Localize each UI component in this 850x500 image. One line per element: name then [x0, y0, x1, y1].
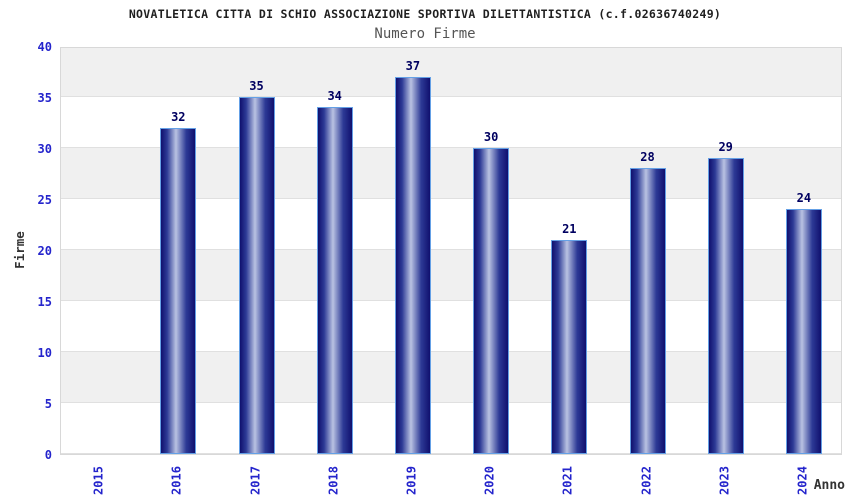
y-tick-15: 15 [37, 295, 52, 309]
bar-2020 [473, 148, 510, 454]
x-tick-2016: 2016 [169, 466, 184, 495]
y-tick-30: 30 [37, 142, 52, 156]
x-axis-title: Anno [813, 478, 845, 493]
x-tick-2017: 2017 [248, 466, 262, 495]
bar-2016 [160, 127, 197, 454]
bar-2019 [394, 76, 431, 454]
bar-value-label: 29 [718, 140, 733, 155]
bar-value-label: 32 [171, 109, 186, 124]
plot-area: 32 35 34 37 30 21 28 29 24 [60, 47, 842, 455]
y-tick-0: 0 [44, 448, 52, 462]
bar-value-label: 37 [405, 58, 421, 73]
x-tick-2024: 2024 [795, 466, 810, 495]
bar-2018 [316, 107, 353, 454]
bar-2023 [707, 158, 744, 454]
bar-value-label: 35 [249, 79, 264, 93]
y-tick-25: 25 [37, 193, 52, 207]
bar-2024 [785, 209, 822, 454]
chart-title: NOVATLETICA CITTA DI SCHIO ASSOCIAZIONE … [128, 7, 722, 21]
bar-value-label: 34 [327, 89, 342, 104]
bar-2017 [238, 97, 275, 454]
x-tick-2021: 2021 [560, 466, 575, 495]
y-tick-5: 5 [44, 397, 52, 411]
bar-value-label: 21 [562, 221, 577, 236]
y-tick-10: 10 [37, 346, 52, 360]
bar-value-label: 28 [640, 150, 655, 165]
x-tick-2018: 2018 [326, 466, 341, 495]
x-tick-2015: 2015 [91, 466, 106, 495]
x-tick-2020: 2020 [482, 466, 497, 495]
y-tick-40: 40 [37, 40, 52, 54]
bar-2021 [551, 239, 588, 454]
bar-2022 [629, 168, 666, 454]
chart-subtitle: Numero Firme [374, 26, 476, 42]
bar-value-label: 24 [796, 191, 812, 206]
x-tick-2022: 2022 [639, 466, 653, 495]
y-tick-35: 35 [37, 91, 52, 105]
bar-value-label: 30 [483, 130, 499, 144]
x-tick-2019: 2019 [404, 466, 419, 495]
x-tick-2023: 2023 [717, 466, 732, 495]
y-tick-20: 20 [37, 244, 52, 258]
